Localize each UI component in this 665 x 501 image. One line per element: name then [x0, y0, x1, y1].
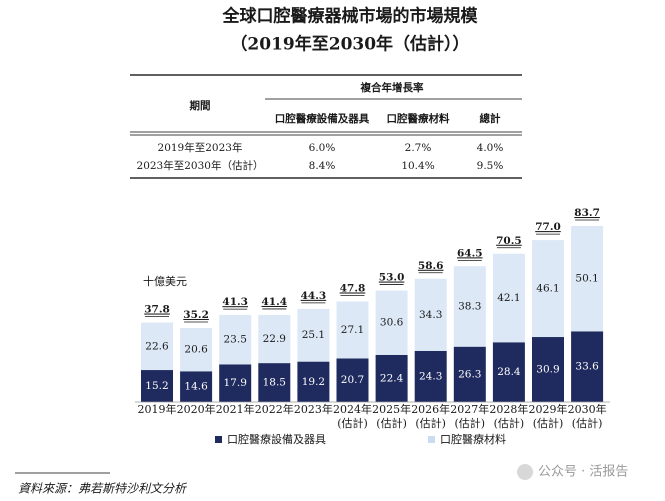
value-label: 46.1 [536, 283, 559, 295]
x-tick-label: 2019年 [138, 402, 177, 416]
x-tick-label: 2027年(估計) [450, 402, 489, 430]
bar-segment [375, 290, 408, 355]
bar-segment [532, 337, 564, 402]
table-header: 口腔醫療設備及器具 [275, 112, 370, 125]
table-cell: 10.4% [401, 160, 434, 172]
legend-swatch [215, 436, 222, 443]
value-label: 33.6 [575, 361, 599, 373]
value-label: 38.3 [458, 300, 481, 312]
table-header: 複合年增長率 [360, 81, 424, 94]
value-label: 22.4 [380, 372, 404, 384]
x-tick-label: 2026年(估計) [411, 402, 450, 430]
x-tick-label: 2023年 [294, 402, 333, 416]
value-label: 30.6 [380, 317, 404, 329]
bar-segment [297, 308, 330, 362]
bar-segment [336, 301, 369, 359]
x-tick-label: 2029年(估計) [529, 402, 568, 430]
table-header: 口腔醫療材料 [387, 112, 450, 125]
total-label: 41.3 [222, 296, 248, 308]
total-label: 70.5 [496, 235, 522, 247]
total-label: 64.5 [457, 247, 483, 259]
bar-segment [258, 363, 291, 402]
value-label: 20.6 [184, 344, 208, 356]
legend-label: 口腔醫療材料 [440, 432, 506, 446]
value-label: 28.4 [497, 366, 521, 378]
bar-segment [571, 226, 604, 332]
total-label: 41.4 [262, 296, 288, 308]
value-label: 34.3 [419, 309, 442, 321]
bar-segment [258, 314, 291, 364]
x-tick-label: 2030年(估計) [568, 402, 607, 430]
x-tick-label: 2025年(估計) [372, 402, 411, 430]
bar-segment [180, 371, 213, 402]
bar-segment [141, 322, 173, 371]
value-label: 30.9 [536, 364, 559, 376]
value-label: 18.5 [263, 377, 286, 389]
cagr-table: 期間 複合年增長率 口腔醫療設備及器具 口腔醫療材料 總計 2019年至2023… [130, 74, 522, 179]
x-tick-label: 2021年 [216, 402, 255, 416]
table-header: 總計 [480, 112, 501, 125]
value-label: 27.1 [341, 324, 364, 336]
value-label: 15.2 [145, 380, 168, 392]
watermark-icon [517, 464, 533, 480]
table-header: 期間 [190, 99, 211, 112]
value-label: 23.5 [224, 334, 247, 346]
legend-swatch [428, 436, 435, 443]
bar-segment [414, 278, 447, 351]
bar-segment [453, 346, 486, 402]
total-label: 77.0 [535, 221, 561, 233]
table-cell: 2019年至2023年 [158, 141, 243, 154]
bar-segment [297, 361, 330, 402]
table-cell: 6.0% [309, 142, 336, 154]
subtitle: （2019年至2030年（估計）） [230, 34, 469, 55]
x-tick-label: 2022年 [255, 402, 294, 416]
total-label: 37.8 [144, 304, 170, 316]
value-label: 25.1 [302, 329, 325, 341]
bar-segment [492, 253, 525, 343]
bar-segment [532, 240, 564, 338]
bar-segment [336, 358, 369, 402]
value-label: 22.6 [145, 340, 169, 352]
bar-segment [453, 266, 486, 347]
bar-segment [219, 364, 252, 402]
table-cell: 2023年至2030年（估計） [137, 159, 264, 172]
x-tick-label: 2020年 [177, 402, 216, 416]
legend-label: 口腔醫療設備及器具 [227, 432, 326, 446]
table-cell: 9.5% [477, 160, 504, 172]
total-label: 53.0 [379, 272, 405, 284]
bar-segment [375, 354, 408, 402]
value-label: 22.9 [263, 333, 286, 345]
value-label: 50.1 [575, 273, 598, 285]
total-label: 47.8 [340, 282, 366, 294]
watermark: 公众号 · 活报告 [538, 465, 628, 480]
table-cell: 2.7% [405, 142, 432, 154]
value-label: 14.6 [184, 381, 208, 393]
bar-segment [571, 331, 604, 402]
source: 資料來源：弗若斯特沙利文分析 [18, 482, 188, 496]
total-label: 58.6 [418, 260, 444, 272]
value-label: 17.9 [224, 377, 247, 389]
total-label: 35.2 [183, 309, 209, 321]
bar-segment [141, 370, 173, 402]
x-tick-label: 2028年(估計) [489, 402, 528, 430]
bar-segment [219, 314, 252, 365]
table-cell: 8.4% [309, 160, 336, 172]
value-label: 24.3 [419, 370, 442, 382]
value-label: 19.2 [302, 376, 325, 388]
table-cell: 4.0% [477, 142, 504, 154]
title: 全球口腔醫療器械市場的市場規模 [222, 6, 479, 27]
bar-segment [414, 350, 447, 402]
bar-segment [492, 342, 525, 402]
x-tick-label: 2024年(估計) [333, 402, 372, 430]
total-label: 44.3 [301, 290, 327, 302]
value-label: 26.3 [458, 368, 481, 380]
value-label: 20.7 [341, 374, 364, 386]
unit-label: 十億美元 [143, 274, 187, 288]
bar-segment [180, 327, 213, 372]
value-label: 42.1 [497, 292, 520, 304]
total-label: 83.7 [574, 207, 600, 219]
